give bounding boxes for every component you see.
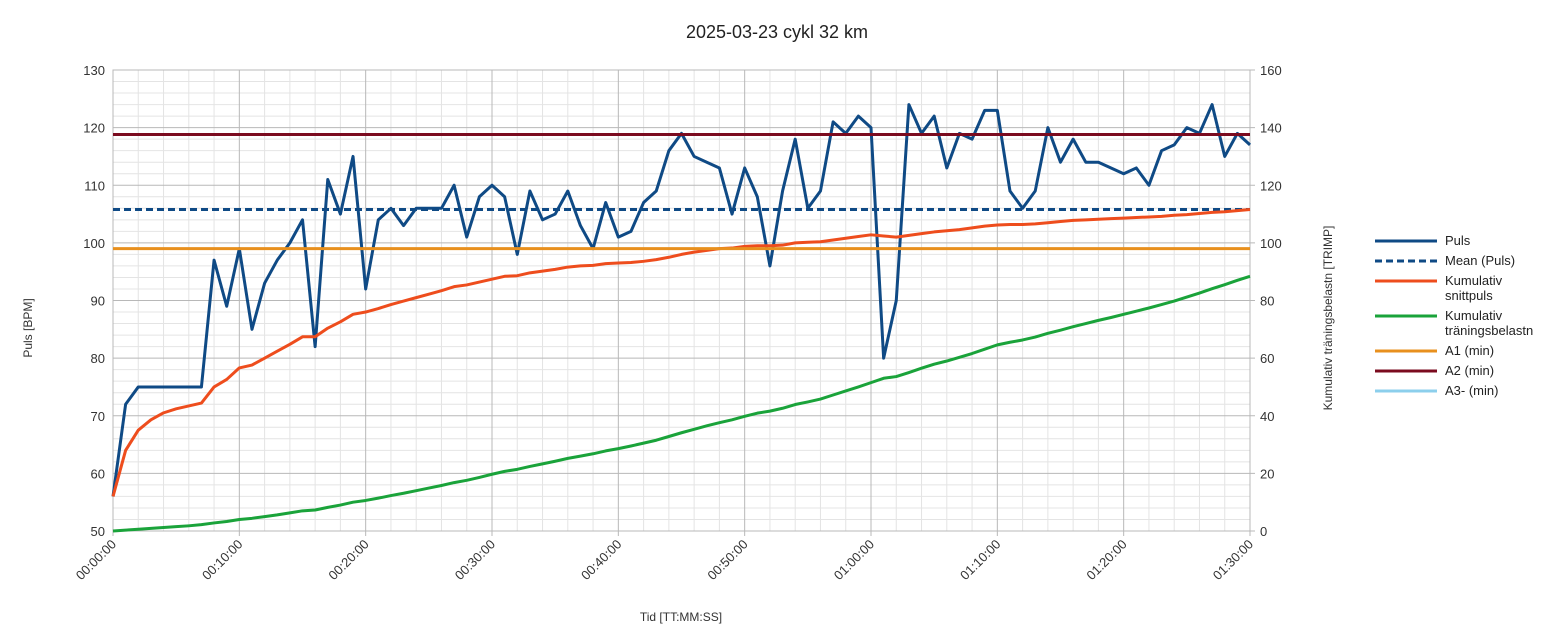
y-tick-label: 90 <box>91 294 105 309</box>
legend-item: Mean (Puls) <box>1375 253 1550 268</box>
y-tick-label: 130 <box>83 63 105 78</box>
series-line <box>112 274 1251 533</box>
legend-label: A1 (min) <box>1445 343 1495 358</box>
legend-item: A2 (min) <box>1375 363 1550 378</box>
x-tick-label: 00:10:00 <box>199 537 245 583</box>
y-tick-label: 110 <box>84 178 105 193</box>
legend-label: A2 (min) <box>1445 363 1495 378</box>
y-tick-label: 60 <box>91 466 105 481</box>
legend-swatch <box>1375 369 1437 373</box>
legend-label: A3- (min) <box>1445 383 1499 398</box>
x-axis-label: Tid [TT:MM:SS] <box>640 610 722 624</box>
y-tick-label: 50 <box>91 524 105 539</box>
legend-swatch <box>1375 314 1437 318</box>
x-tick-label: 01:30:00 <box>1210 537 1256 583</box>
legend-swatch <box>1375 239 1437 243</box>
y2-tick-label: 140 <box>1260 121 1282 136</box>
series-line <box>111 207 1251 497</box>
y-axis-label: Puls [BPM] <box>21 298 35 357</box>
legend-item: A1 (min) <box>1375 343 1550 358</box>
y2-tick-label: 80 <box>1260 294 1274 309</box>
y-tick-label: 120 <box>83 121 105 136</box>
y2-axis-label: Kumulativ träningsbelastn [TRIMP] <box>1321 226 1335 411</box>
y2-tick-label: 160 <box>1260 63 1282 78</box>
legend-swatch <box>1375 259 1437 263</box>
y2-tick-label: 60 <box>1260 351 1274 366</box>
x-tick-label: 00:20:00 <box>325 537 371 583</box>
legend-swatch <box>1375 389 1437 393</box>
x-tick-label: 01:00:00 <box>831 537 877 583</box>
legend-label: Mean (Puls) <box>1445 253 1516 268</box>
plot-frame <box>112 69 1251 532</box>
y2-tick-label: 120 <box>1260 178 1282 193</box>
x-tick-label: 00:30:00 <box>452 537 498 583</box>
y-tick-label: 80 <box>91 351 105 366</box>
x-tick-label: 00:40:00 <box>578 537 624 583</box>
x-tick-label: 01:20:00 <box>1083 537 1129 583</box>
legend-item: Puls <box>1375 233 1550 248</box>
y-tick-label: 100 <box>83 236 105 251</box>
y-tick-label: 70 <box>91 409 105 424</box>
legend-item: A3- (min) <box>1375 383 1550 398</box>
legend: Puls Mean (Puls) Kumulativ snittpuls Kumula… <box>1375 233 1550 403</box>
y2-tick-label: 0 <box>1260 524 1267 539</box>
legend-label: Kumulativ snittpuls <box>1445 273 1503 303</box>
y2-tick-label: 20 <box>1260 466 1274 481</box>
legend-item: Kumulativ träningsbelastn <box>1375 308 1550 338</box>
legend-item: Kumulativ snittpuls <box>1375 273 1550 303</box>
x-tick-label: 01:10:00 <box>957 537 1003 583</box>
x-tick-label: 00:00:00 <box>73 537 119 583</box>
legend-swatch <box>1375 349 1437 353</box>
legend-swatch <box>1375 279 1437 283</box>
y2-tick-label: 40 <box>1260 409 1274 424</box>
y2-tick-label: 100 <box>1260 236 1282 251</box>
x-tick-label: 00:50:00 <box>704 537 750 583</box>
chart-title: 2025-03-23 cykl 32 km <box>686 22 868 42</box>
legend-label: Kumulativ träningsbelastn <box>1445 308 1534 338</box>
legend-label: Puls <box>1445 233 1471 248</box>
